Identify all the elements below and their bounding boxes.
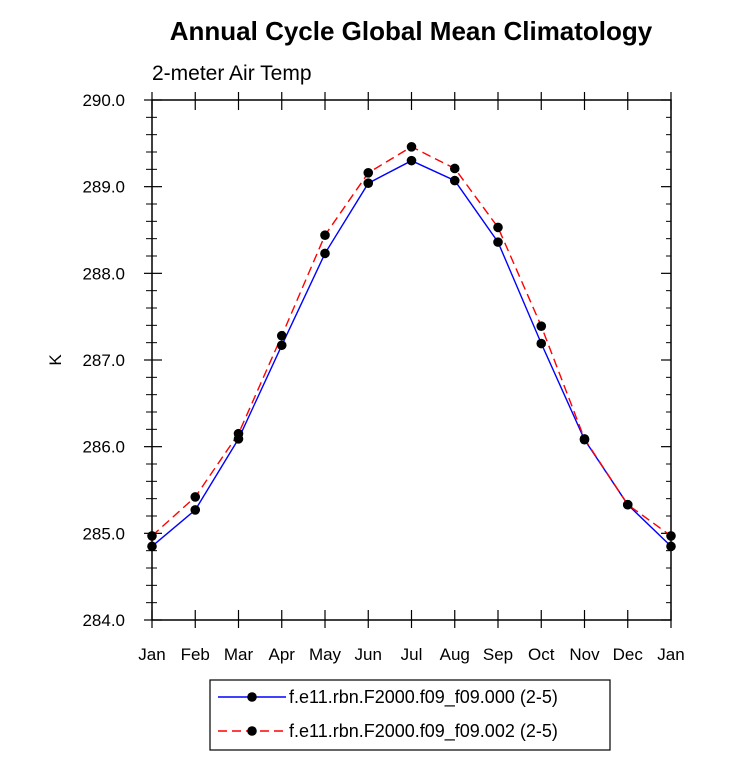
x-tick-label: Jan xyxy=(138,645,165,664)
y-axis-label: K xyxy=(46,354,65,366)
y-tick-label: 290.0 xyxy=(82,91,125,110)
chart-title: Annual Cycle Global Mean Climatology xyxy=(170,16,653,46)
series-2-point xyxy=(493,222,503,233)
x-tick-label: Sep xyxy=(483,645,513,664)
x-tick-label: Nov xyxy=(569,645,600,664)
y-tick-label: 285.0 xyxy=(82,524,125,543)
x-tick-label: Oct xyxy=(528,645,555,664)
legend-marker-1 xyxy=(247,692,257,702)
series-layer xyxy=(147,142,676,552)
axis-ticks: 284.0 285.0 286.0 287.0 288.0 289.0 290.0 Jan Fe… xyxy=(82,91,684,664)
y-tick-label: 284.0 xyxy=(82,611,125,630)
x-tick-label: Mar xyxy=(224,645,254,664)
series-1-point xyxy=(276,340,287,351)
y-tick-label: 287.0 xyxy=(82,351,125,370)
series-1-point xyxy=(449,175,460,186)
series-2-point xyxy=(406,142,417,152)
series-2-point xyxy=(622,499,633,510)
series-1-point xyxy=(493,237,503,247)
series-1-point xyxy=(190,505,201,515)
x-tick-label: Jan xyxy=(657,645,684,664)
series-2-point xyxy=(276,330,287,341)
series-line-1 xyxy=(151,159,672,547)
x-tick-label: Feb xyxy=(181,645,210,664)
series-2-point xyxy=(536,321,547,332)
x-tick-label: Aug xyxy=(440,645,470,664)
y-tick-label: 288.0 xyxy=(82,264,125,283)
series-2-point xyxy=(190,492,201,502)
legend: f.e11.rbn.F2000.f09_f09.000 (2-5) f.e11.r… xyxy=(209,679,611,751)
series-2-point xyxy=(363,168,374,178)
series-1-point xyxy=(406,155,417,166)
legend-label-2: f.e11.rbn.F2000.f09_f09.002 (2-5) xyxy=(289,721,558,742)
series-1-point xyxy=(320,248,330,259)
legend-box xyxy=(209,679,611,751)
series-2-point xyxy=(579,434,590,444)
series-1-point xyxy=(536,338,547,349)
series-1-point xyxy=(363,178,374,188)
x-tick-label: May xyxy=(309,645,342,664)
x-tick-label: Dec xyxy=(613,645,644,664)
series-2-point xyxy=(449,163,460,174)
plot-frame xyxy=(151,99,672,621)
y-tick-label: 289.0 xyxy=(82,178,125,197)
x-tick-label: Apr xyxy=(269,645,296,664)
legend-label-1: f.e11.rbn.F2000.f09_f09.000 (2-5) xyxy=(289,687,558,708)
series-2-point xyxy=(233,428,244,439)
chart-subtitle: 2-meter Air Temp xyxy=(152,62,312,85)
legend-marker-2 xyxy=(247,726,257,736)
x-tick-label: Jul xyxy=(401,645,423,664)
series-2-point xyxy=(320,230,330,240)
series-line-2 xyxy=(151,146,672,537)
y-tick-label: 286.0 xyxy=(82,438,125,457)
x-tick-label: Jun xyxy=(355,645,382,664)
